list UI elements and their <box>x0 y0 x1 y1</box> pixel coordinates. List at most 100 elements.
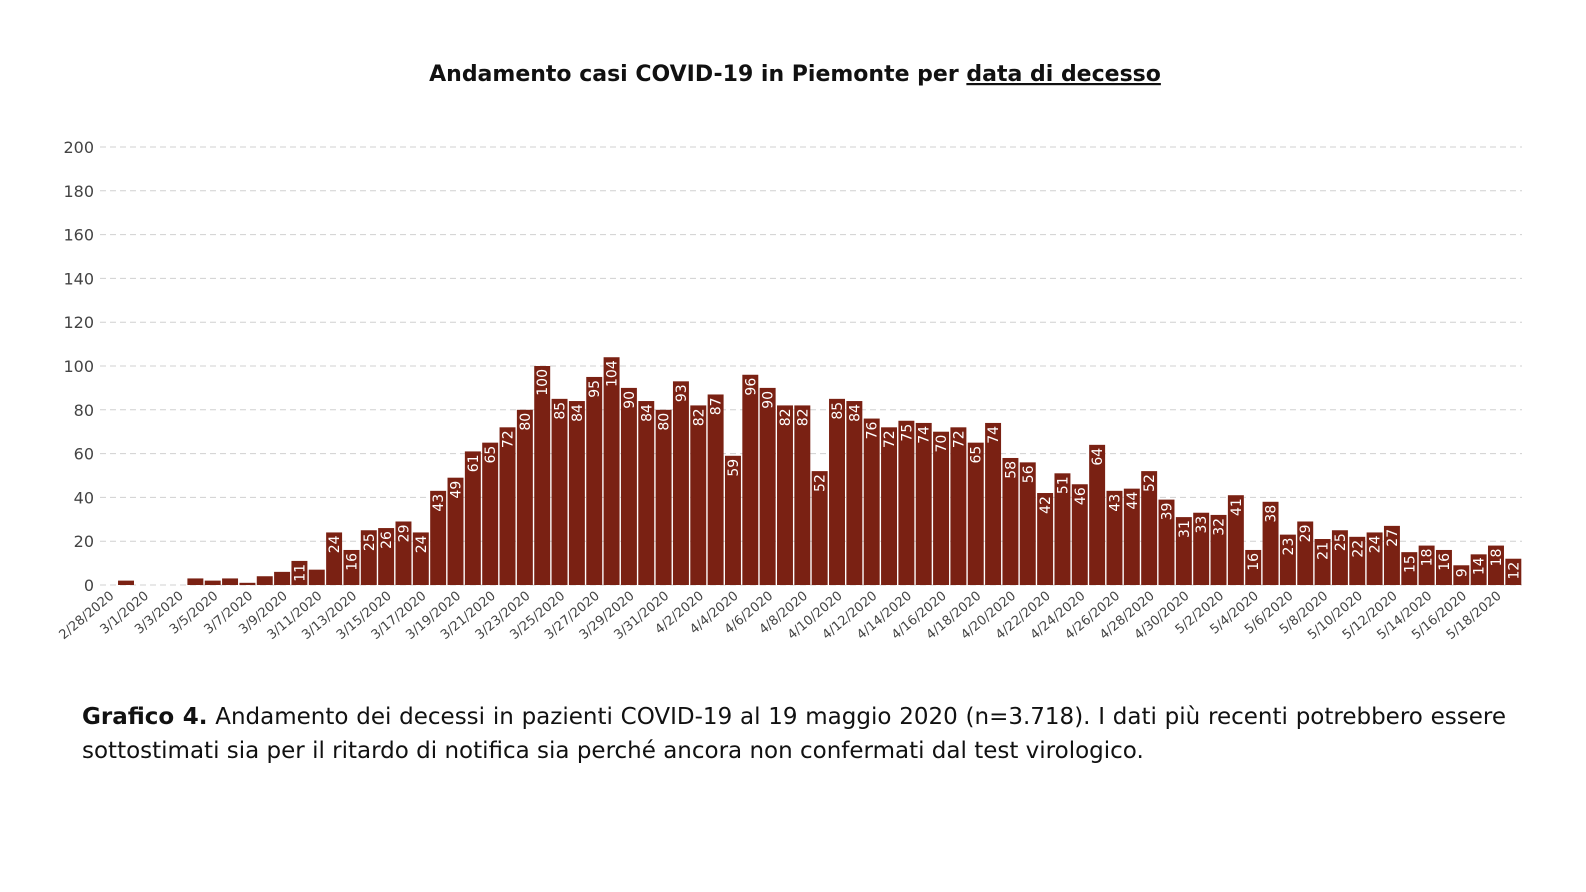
caption: Grafico 4. Andamento dei decessi in pazi… <box>82 700 1506 768</box>
bar <box>933 431 950 585</box>
y-tick-label: 200 <box>63 138 94 157</box>
y-tick-label: 20 <box>74 532 94 551</box>
bar <box>1227 495 1244 585</box>
data-label: 22 <box>1350 540 1366 558</box>
title-main: Andamento casi COVID-19 in Piemonte per <box>429 62 959 87</box>
y-tick-label: 100 <box>63 357 94 376</box>
bar <box>534 366 551 585</box>
bar <box>1175 517 1192 585</box>
data-label: 61 <box>466 454 482 472</box>
bar <box>777 405 793 585</box>
data-label: 25 <box>1333 533 1349 551</box>
bar <box>256 576 273 585</box>
bar <box>1193 512 1210 585</box>
bar <box>274 571 291 585</box>
bar <box>985 422 1002 585</box>
bar <box>1453 565 1470 585</box>
data-label: 104 <box>605 360 621 387</box>
data-label: 18 <box>1489 549 1505 567</box>
data-label: 38 <box>1264 505 1280 523</box>
y-tick-label: 120 <box>63 313 94 332</box>
data-label: 39 <box>1160 503 1176 521</box>
bar <box>430 490 447 585</box>
data-label: 82 <box>691 408 707 426</box>
data-label: 100 <box>535 369 551 396</box>
bar <box>1488 545 1504 585</box>
data-label: 65 <box>969 446 985 464</box>
data-label: 56 <box>1021 465 1037 483</box>
bar <box>464 451 481 585</box>
y-tick-label: 60 <box>74 445 94 464</box>
data-label: 90 <box>761 391 777 409</box>
bar <box>586 376 603 585</box>
data-label: 43 <box>431 494 447 512</box>
data-label: 43 <box>1107 494 1123 512</box>
bar <box>655 409 672 585</box>
bar <box>620 387 637 585</box>
bar <box>187 578 204 585</box>
data-label: 29 <box>1298 524 1314 542</box>
bar <box>343 549 360 585</box>
data-label: 14 <box>1472 557 1488 575</box>
data-label: 33 <box>1194 516 1210 534</box>
data-label: 72 <box>501 430 517 448</box>
bar <box>1037 493 1054 585</box>
bar <box>829 398 845 585</box>
data-label: 12 <box>1506 562 1522 580</box>
bar <box>1349 536 1366 585</box>
bar <box>1505 558 1522 585</box>
bar <box>724 455 741 585</box>
bar <box>1366 532 1383 585</box>
data-label: 93 <box>674 384 690 402</box>
bar <box>1435 549 1452 585</box>
bar <box>378 528 395 585</box>
data-label: 52 <box>813 474 829 492</box>
bar <box>742 374 759 585</box>
data-label: 72 <box>951 430 967 448</box>
bar <box>482 442 499 585</box>
data-label: 75 <box>899 424 915 442</box>
y-tick-label: 0 <box>84 576 94 595</box>
bar <box>1071 484 1088 585</box>
bar <box>794 405 811 585</box>
bar <box>915 422 932 585</box>
y-tick-label: 160 <box>63 226 94 245</box>
data-label: 18 <box>1420 549 1436 567</box>
bar <box>412 532 429 585</box>
data-label: 29 <box>396 524 412 542</box>
bar <box>863 418 880 585</box>
data-label: 31 <box>1177 520 1193 538</box>
data-label: 95 <box>587 380 603 398</box>
data-label: 74 <box>986 426 1002 444</box>
data-label: 49 <box>449 481 465 499</box>
bar <box>1383 525 1400 585</box>
y-tick-label: 80 <box>74 401 94 420</box>
caption-text: Andamento dei decessi in pazienti COVID-… <box>82 704 1506 764</box>
y-tick-label: 180 <box>63 182 94 201</box>
bar <box>447 477 464 585</box>
bar <box>1123 488 1140 585</box>
bar <box>898 420 915 585</box>
bar <box>1245 549 1262 585</box>
data-label: 16 <box>344 553 360 571</box>
data-label: 85 <box>553 402 569 420</box>
data-label: 9 <box>1454 568 1470 577</box>
bar <box>759 387 776 585</box>
data-label: 24 <box>1368 535 1384 553</box>
y-tick-label: 140 <box>63 269 94 288</box>
bar <box>690 405 707 585</box>
bar <box>1279 534 1296 585</box>
bar <box>222 578 239 585</box>
bar <box>499 427 516 585</box>
bar <box>326 532 343 585</box>
bar <box>1054 473 1071 585</box>
data-label: 84 <box>639 404 655 422</box>
caption-label: Grafico 4. <box>82 704 208 730</box>
data-label: 24 <box>327 535 343 553</box>
data-label: 15 <box>1402 555 1418 573</box>
data-label: 41 <box>1229 498 1245 516</box>
data-label: 74 <box>917 426 933 444</box>
chart: Andamento casi COVID-19 in Piemonte per … <box>57 62 1523 643</box>
data-label: 82 <box>778 408 794 426</box>
